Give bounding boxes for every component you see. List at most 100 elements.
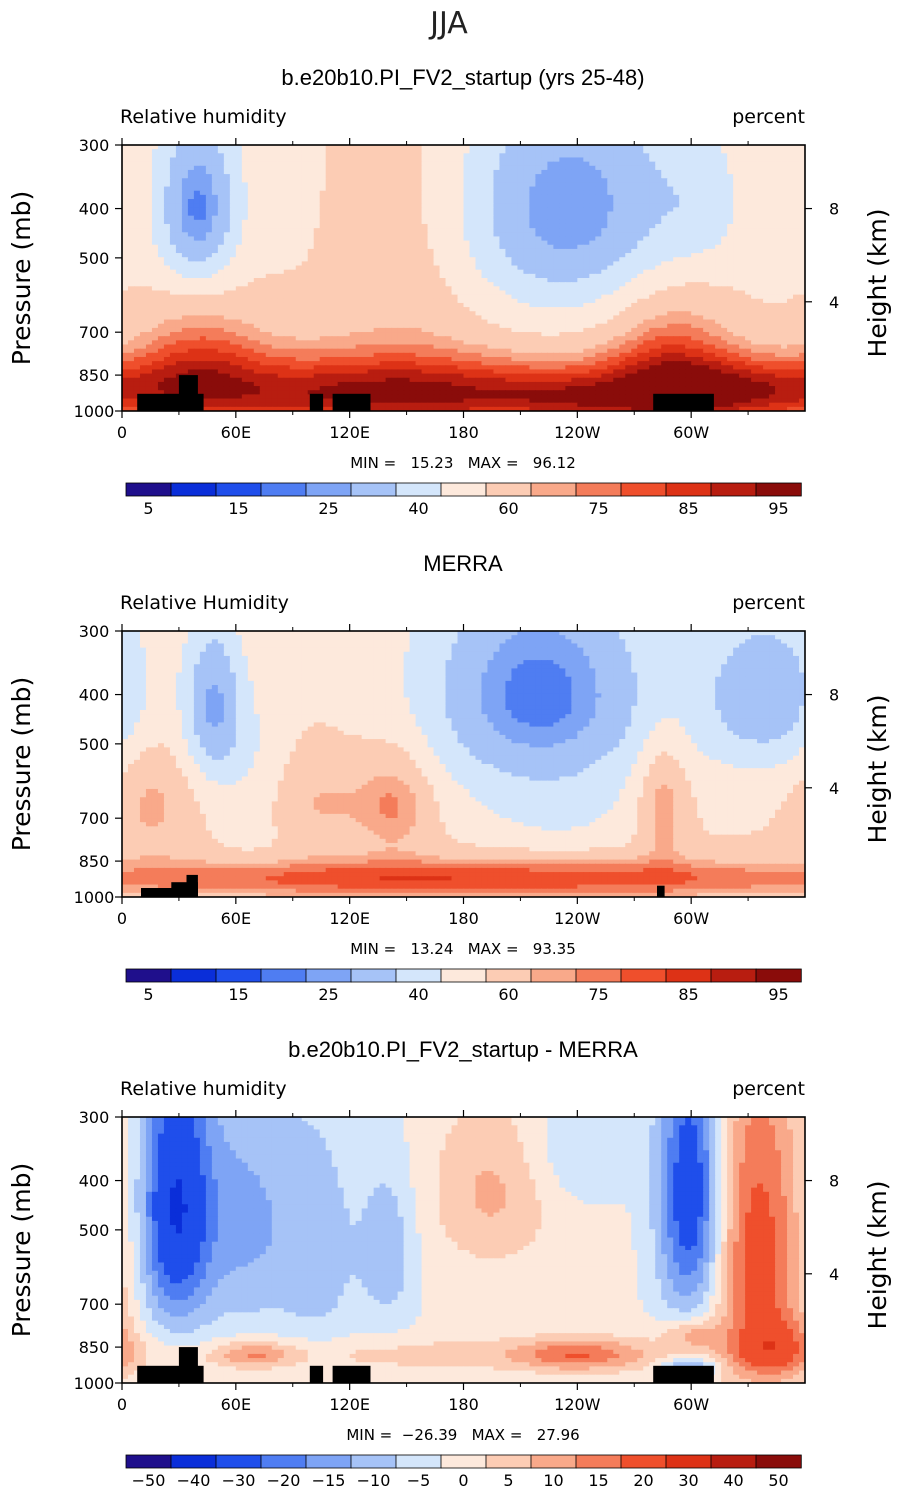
contour-cell	[667, 244, 674, 250]
contour-cell	[229, 149, 237, 154]
contour-cell	[205, 278, 213, 283]
contour-cell	[439, 294, 447, 300]
contour-cell	[175, 145, 183, 150]
contour-cell	[541, 302, 548, 308]
contour-cell	[373, 286, 381, 292]
contour-cell	[241, 315, 249, 321]
contour-cell	[757, 248, 764, 254]
contour-cell	[727, 261, 734, 267]
contour-cell	[307, 145, 315, 150]
contour-cell	[127, 286, 135, 292]
contour-cell	[193, 149, 201, 154]
contour-cell	[601, 240, 608, 246]
contour-cell	[445, 307, 453, 312]
contour-cell	[457, 228, 465, 233]
contour-cell	[457, 145, 465, 150]
contour-cell	[457, 253, 465, 258]
contour-cell	[265, 199, 273, 204]
contour-cell	[367, 302, 375, 308]
contour-cell	[463, 149, 471, 154]
contour-cell	[145, 178, 153, 184]
contour-cell	[565, 294, 572, 300]
contour-cell	[589, 240, 596, 246]
contour-cell	[385, 232, 393, 238]
contour-cell	[607, 244, 614, 250]
contour-cell	[721, 169, 728, 175]
contour-cell	[397, 302, 405, 308]
contour-cell	[247, 153, 255, 159]
contour-cell	[547, 240, 554, 246]
contour-cell	[715, 265, 722, 271]
contour-cell	[535, 244, 542, 250]
contour-cell	[307, 286, 315, 292]
contour-cell	[757, 223, 764, 229]
contour-cell	[739, 194, 746, 200]
contour-cell	[577, 286, 584, 292]
contour-cell	[529, 257, 536, 262]
contour-cell	[679, 273, 686, 279]
contour-cell	[409, 265, 417, 271]
contour-cell	[409, 273, 417, 279]
contour-cell	[529, 228, 536, 233]
contour-cell	[715, 186, 722, 192]
contour-cell	[139, 157, 147, 163]
contour-cell	[481, 145, 489, 150]
contour-cell	[367, 228, 375, 233]
contour-cell	[523, 315, 530, 321]
contour-cell	[361, 269, 369, 275]
contour-cell	[181, 253, 189, 258]
contour-cell	[649, 219, 656, 225]
contour-cell	[199, 186, 207, 192]
contour-cell	[613, 149, 620, 154]
contour-cell	[301, 240, 309, 246]
contour-cell	[373, 165, 381, 171]
contour-cell	[505, 319, 513, 325]
contour-cell	[787, 286, 794, 292]
contour-cell	[175, 207, 183, 213]
contour-cell	[361, 174, 369, 179]
contour-cell	[331, 319, 339, 325]
contour-cell	[187, 211, 195, 217]
contour-cell	[595, 199, 602, 204]
contour-cell	[781, 244, 788, 250]
contour-cell	[487, 269, 495, 275]
contour-cell	[307, 315, 315, 321]
contour-cell	[751, 186, 758, 192]
contour-cell	[313, 273, 321, 279]
contour-cell	[391, 165, 399, 171]
contour-cell	[331, 228, 339, 233]
contour-cell	[601, 278, 608, 283]
contour-cell	[217, 219, 225, 225]
contour-cell	[601, 215, 608, 221]
contour-cell	[679, 240, 686, 246]
contour-cell	[679, 244, 686, 250]
contour-cell	[535, 178, 542, 184]
contour-cell	[289, 182, 297, 188]
contour-cell	[391, 257, 399, 262]
contour-cell	[163, 153, 171, 159]
contour-cell	[775, 236, 782, 242]
contour-cell	[649, 145, 656, 150]
contour-cell	[745, 194, 752, 200]
contour-cell	[331, 273, 339, 279]
contour-cell	[487, 215, 495, 221]
contour-cell	[493, 174, 501, 179]
contour-cell	[487, 323, 495, 329]
contour-cell	[361, 315, 369, 321]
contour-cell	[727, 257, 734, 262]
contour-cell	[445, 244, 453, 250]
contour-cell	[199, 315, 207, 321]
contour-cell	[589, 236, 596, 242]
contour-cell	[247, 186, 255, 192]
contour-cell	[637, 319, 644, 325]
contour-cell	[703, 215, 710, 221]
contour-cell	[613, 203, 620, 208]
contour-cell	[349, 182, 357, 188]
contour-cell	[715, 203, 722, 208]
contour-cell	[667, 232, 674, 238]
contour-cell	[775, 261, 782, 267]
contour-cell	[331, 257, 339, 262]
contour-cell	[595, 323, 602, 329]
contour-cell	[487, 199, 495, 204]
contour-cell	[127, 149, 135, 154]
